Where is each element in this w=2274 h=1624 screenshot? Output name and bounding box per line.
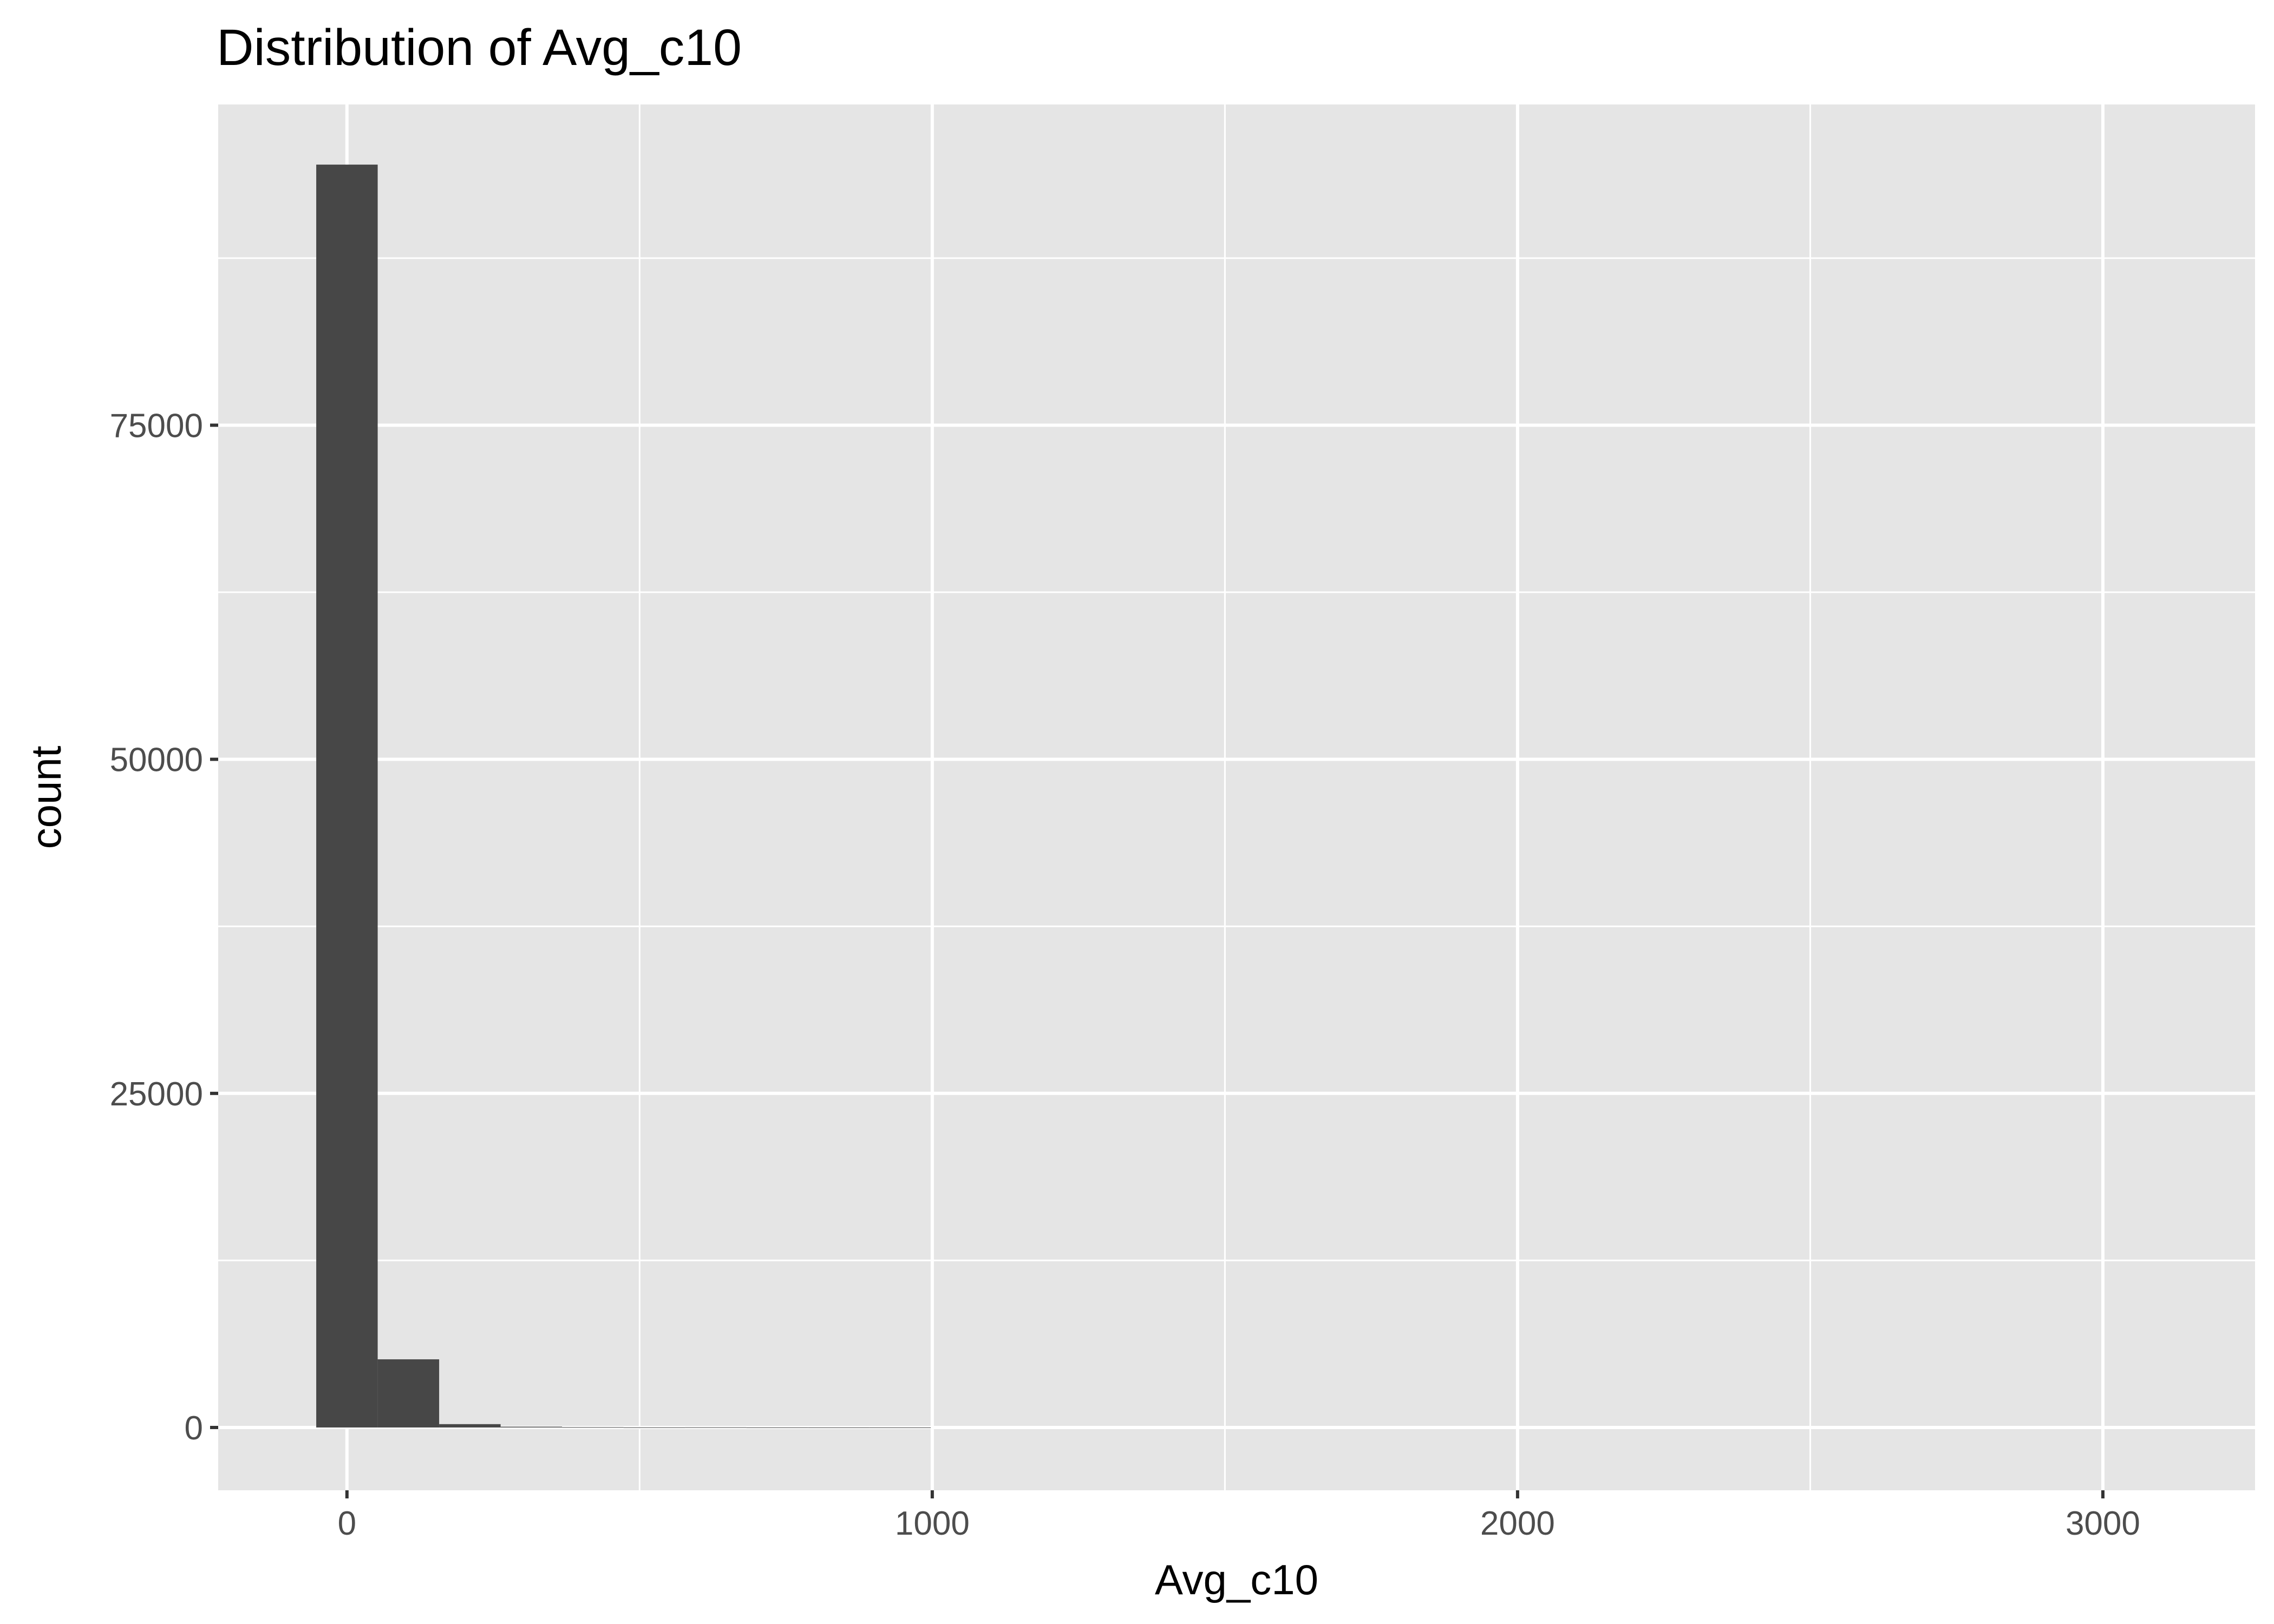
x-tick-label: 0 — [338, 1505, 356, 1542]
histogram-bar — [808, 1427, 870, 1428]
x-tick-label: 2000 — [1480, 1505, 1555, 1542]
histogram-bar — [377, 1359, 440, 1427]
histogram-bar — [439, 1424, 501, 1427]
x-tick-label: 1000 — [895, 1505, 970, 1542]
x-tick-label: 3000 — [2066, 1505, 2140, 1542]
histogram-bar — [316, 165, 378, 1427]
chart-title: Distribution of Avg_c10 — [217, 19, 742, 76]
y-axis-title: count — [22, 745, 70, 849]
histogram-bar — [623, 1427, 685, 1428]
y-tick-label: 25000 — [110, 1076, 203, 1113]
minor-gridlines — [218, 104, 2255, 1490]
y-tick-label: 75000 — [110, 407, 203, 444]
plot-panel — [218, 104, 2255, 1490]
histogram-bar — [500, 1426, 563, 1427]
x-axis: 0 1000 2000 3000 — [338, 1490, 2140, 1542]
x-axis-title: Avg_c10 — [1155, 1556, 1318, 1603]
histogram-bar — [869, 1427, 931, 1428]
histogram-bar — [746, 1427, 808, 1428]
histogram-bars — [316, 165, 931, 1428]
y-tick-label: 50000 — [110, 742, 203, 779]
y-axis: 0 25000 50000 75000 — [110, 407, 218, 1447]
histogram-bar — [685, 1427, 747, 1428]
y-tick-label: 0 — [185, 1410, 203, 1447]
